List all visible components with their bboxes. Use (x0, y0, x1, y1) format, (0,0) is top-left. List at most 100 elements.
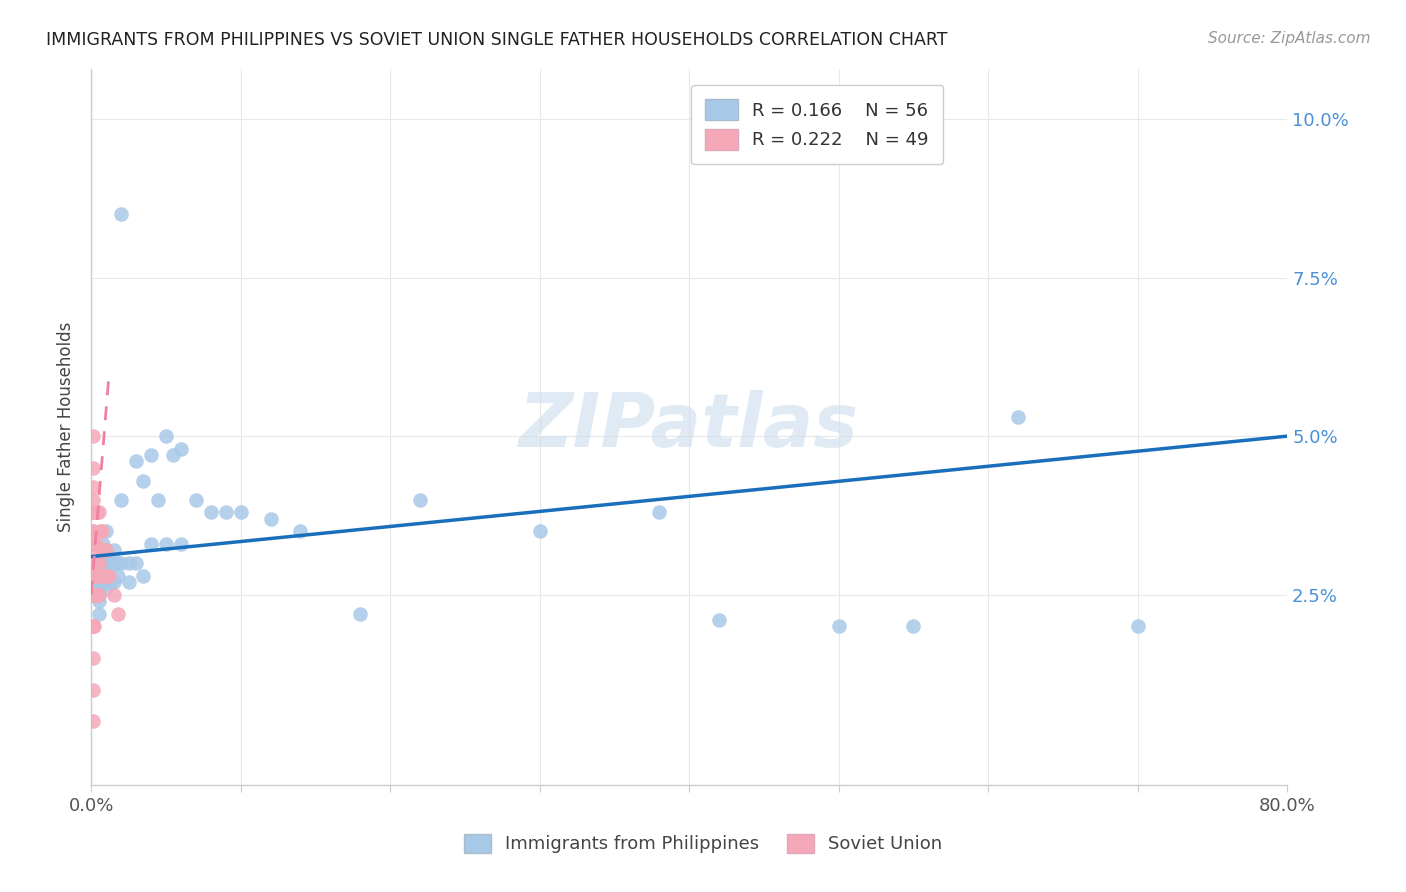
Point (215, 505, 238, 519)
Point (155, 429, 177, 443)
Point (290, 524, 312, 539)
Point (91, 568, 114, 582)
Point (100, 574, 122, 589)
Point (87, 568, 110, 582)
Point (82, 460, 104, 475)
Point (90, 524, 112, 539)
Point (82, 619, 104, 633)
Point (132, 568, 155, 582)
Y-axis label: Single Father Households: Single Father Households (58, 321, 75, 532)
Point (148, 492, 170, 507)
Point (94, 581, 117, 595)
Text: Source: ZipAtlas.com: Source: ZipAtlas.com (1208, 31, 1371, 46)
Point (89, 568, 111, 582)
Point (1126, 619, 1149, 633)
Point (86, 588, 108, 602)
Point (83, 505, 105, 519)
Point (82, 682, 104, 697)
Point (82, 556, 104, 570)
Point (259, 511, 281, 525)
Point (82, 429, 104, 443)
Point (409, 492, 432, 507)
Point (184, 492, 207, 507)
Point (87, 574, 110, 589)
Point (529, 524, 551, 539)
Point (82, 619, 104, 633)
Point (82, 505, 104, 519)
Text: IMMIGRANTS FROM PHILIPPINES VS SOVIET UNION SINGLE FATHER HOUSEHOLDS CORRELATION: IMMIGRANTS FROM PHILIPPINES VS SOVIET UN… (46, 31, 948, 49)
Point (83, 556, 105, 570)
Point (82, 651, 104, 665)
Point (87, 505, 110, 519)
Point (93, 568, 115, 582)
Point (91, 549, 114, 564)
Point (103, 556, 125, 570)
Point (170, 537, 193, 551)
Point (87, 588, 110, 602)
Point (86, 556, 108, 570)
Point (83, 537, 105, 551)
Point (82, 505, 104, 519)
Legend: Immigrants from Philippines, Soviet Union: Immigrants from Philippines, Soviet Unio… (457, 827, 949, 861)
Point (110, 207, 132, 221)
Point (707, 613, 730, 627)
Point (125, 556, 148, 570)
Point (91, 562, 114, 576)
Point (94, 568, 117, 582)
Text: ZIPatlas: ZIPatlas (519, 390, 859, 463)
Point (87, 581, 110, 595)
Point (117, 556, 139, 570)
Point (93, 543, 115, 558)
Point (903, 619, 925, 633)
Point (229, 505, 252, 519)
Point (87, 556, 110, 570)
Point (90, 568, 112, 582)
Point (82, 588, 104, 602)
Point (98, 568, 121, 582)
Point (82, 480, 104, 494)
Point (94, 556, 117, 570)
Point (107, 568, 129, 582)
Point (89, 524, 111, 539)
Point (82, 524, 104, 539)
Point (170, 442, 193, 456)
Point (94, 543, 117, 558)
Point (349, 607, 371, 621)
Point (82, 524, 104, 539)
Point (91, 537, 114, 551)
Point (82, 556, 104, 570)
Point (110, 556, 132, 570)
Point (1007, 410, 1029, 425)
Point (110, 492, 132, 507)
Point (132, 474, 155, 488)
Point (107, 556, 129, 570)
Point (82, 588, 104, 602)
Point (94, 568, 117, 582)
Point (84, 537, 107, 551)
Point (86, 505, 108, 519)
Point (155, 537, 177, 551)
Point (82, 714, 104, 729)
Point (103, 574, 125, 589)
Point (91, 543, 114, 558)
Point (162, 448, 184, 462)
Point (83, 588, 105, 602)
Point (84, 568, 107, 582)
Point (84, 505, 107, 519)
Point (139, 537, 162, 551)
Point (83, 568, 105, 582)
Point (103, 588, 125, 602)
Point (98, 556, 121, 570)
Point (84, 588, 107, 602)
Point (82, 537, 104, 551)
Point (87, 588, 110, 602)
Point (103, 543, 125, 558)
Point (94, 524, 117, 539)
Point (200, 505, 222, 519)
Point (82, 543, 104, 558)
Point (82, 556, 104, 570)
Point (83, 619, 105, 633)
Point (91, 574, 114, 589)
Point (98, 568, 121, 582)
Point (82, 492, 104, 507)
